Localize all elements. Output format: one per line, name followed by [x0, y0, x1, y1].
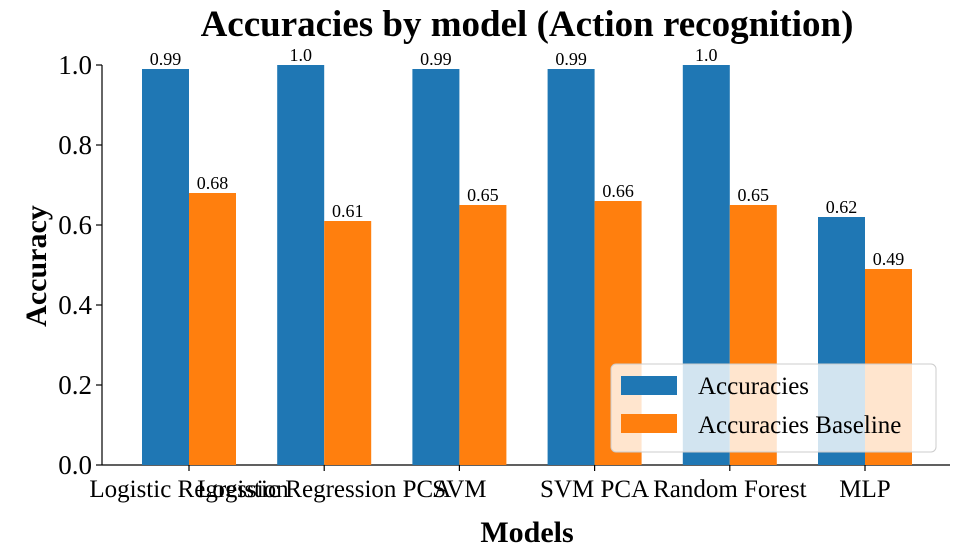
bar-value-label: 0.99 [150, 49, 182, 69]
bar-value-label: 0.65 [467, 185, 499, 205]
legend: Accuracies Accuracies Baseline [610, 363, 937, 453]
legend-swatch-accuracies [621, 376, 677, 395]
bar-labels-group: 0.99 0.68 1.0 0.61 0.99 0.65 0.99 0.66 1.0 0.65 0.… [150, 45, 905, 269]
bar-value-label: 1.0 [289, 45, 312, 65]
chart-title: Accuracies by model (Action recognition) [201, 4, 854, 45]
x-tick-label: Logistic Regression PCA [197, 476, 451, 503]
bar-value-label: 1.0 [695, 45, 718, 65]
x-tick-label: SVM [432, 476, 486, 503]
y-tick-label: 0.6 [58, 210, 92, 240]
y-tick-label: 0.8 [58, 130, 92, 160]
x-tick-label: SVM PCA [540, 476, 649, 503]
bar-value-label: 0.68 [197, 173, 229, 193]
legend-label-accuracies: Accuracies [698, 373, 809, 400]
x-tick-label: Logistic Regression [89, 476, 289, 503]
y-ticks-group: 0.0 0.2 0.4 0.6 0.8 1.0 [58, 50, 102, 480]
y-tick-label: 1.0 [58, 50, 92, 80]
x-tick-label: Random Forest [653, 476, 807, 503]
bar-value-label: 0.99 [555, 49, 587, 69]
bar-value-label: 0.65 [738, 185, 770, 205]
bar-value-label: 0.62 [826, 197, 858, 217]
bar-value-label: 0.66 [602, 181, 634, 201]
bar-value-label: 0.61 [332, 201, 364, 221]
y-tick-label: 0.2 [58, 370, 92, 400]
bar-accuracies-baseline-svm [459, 205, 507, 465]
legend-label-accuracies-baseline: Accuracies Baseline [698, 412, 901, 439]
y-tick-label: 0.0 [58, 450, 92, 480]
bar-accuracies-logistic-regression [142, 69, 189, 465]
bar-value-label: 0.49 [873, 249, 905, 269]
bar-accuracies-logistic-regression-pca [277, 65, 325, 465]
legend-swatch-accuracies-baseline [621, 414, 677, 433]
bar-value-label: 0.99 [420, 49, 452, 69]
legend-box [610, 363, 937, 453]
x-axis-label: Models [480, 516, 573, 549]
bar-accuracies-svm-pca [547, 69, 595, 465]
bar-accuracies-svm [412, 69, 460, 465]
y-axis-label: Accuracy [20, 205, 53, 327]
y-tick-label: 0.4 [58, 290, 92, 320]
bar-accuracies-baseline-logistic-regression [189, 193, 236, 465]
x-tick-label: MLP [839, 476, 890, 503]
bar-accuracies-baseline-logistic-regression-pca [324, 221, 372, 465]
